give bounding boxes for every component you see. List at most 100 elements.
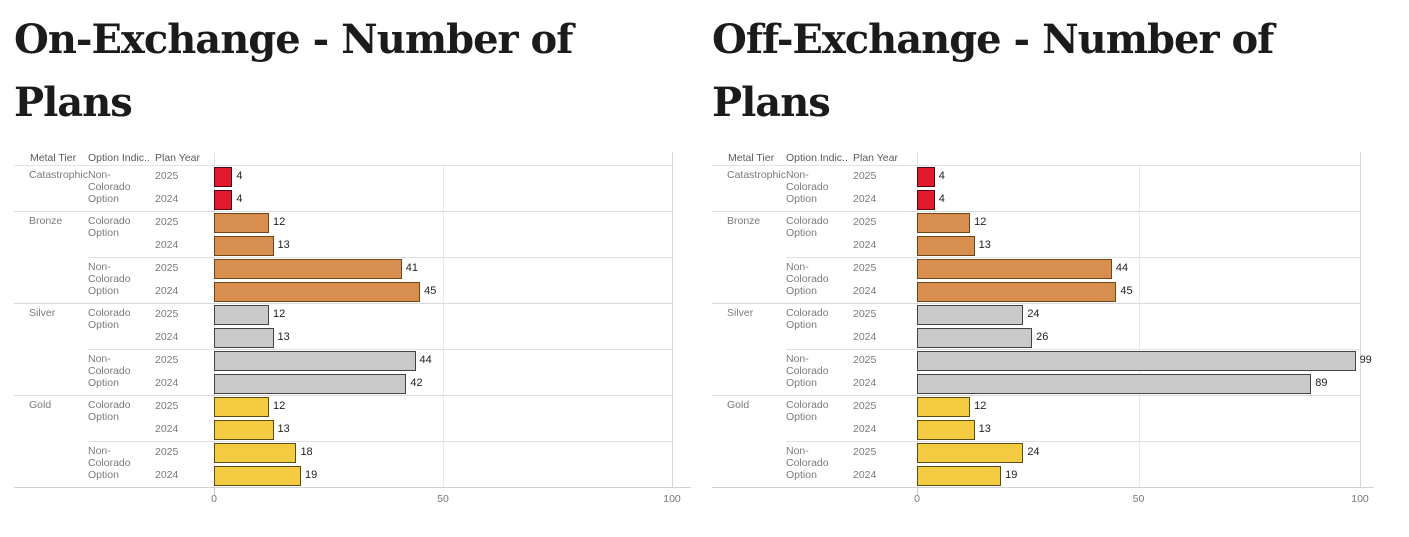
bar-value-label: 44	[419, 354, 432, 366]
bar[interactable]	[214, 213, 269, 233]
bar-value-label: 13	[277, 239, 290, 251]
bar-value-label: 19	[305, 469, 318, 481]
plan-year-label: 2024	[155, 193, 179, 205]
bar[interactable]	[214, 236, 274, 256]
plan-year-label: 2024	[155, 239, 179, 251]
x-gridline	[443, 165, 444, 487]
tier-separator	[14, 211, 672, 212]
tier-separator	[712, 395, 1360, 396]
bar[interactable]	[214, 374, 407, 394]
option-indicator-label: Colorado Option	[88, 399, 131, 423]
tier-separator	[712, 303, 1360, 304]
bar[interactable]	[214, 167, 233, 187]
bar-value-label: 12	[974, 216, 987, 228]
bar-value-label: 41	[405, 262, 419, 274]
option-indicator-label: Colorado Option	[786, 215, 829, 239]
chart-title-off-exchange: Off-Exchange - Number of Plans	[712, 16, 1274, 126]
plan-year-label: 2024	[155, 469, 179, 481]
plan-year-label: 2024	[155, 285, 179, 297]
bar[interactable]	[214, 420, 274, 440]
bar[interactable]	[214, 351, 416, 371]
bar[interactable]	[214, 305, 269, 325]
x-axis-tick-label: 0	[914, 493, 920, 505]
plan-year-label: 2025	[155, 216, 179, 228]
column-header-metal-tier: Metal Tier	[30, 152, 77, 164]
metal-tier-label: Bronze	[29, 215, 63, 227]
option-indicator-label: Non-Colorado Option	[786, 445, 829, 481]
bar[interactable]	[917, 190, 935, 210]
option-indicator-label: Non-Colorado Option	[786, 261, 829, 297]
option-indicator-label: Colorado Option	[88, 307, 131, 331]
bar-value-label: 99	[1359, 354, 1372, 366]
x-gridline	[672, 152, 673, 487]
bar[interactable]	[917, 466, 1002, 486]
column-header-plan-year: Plan Year	[853, 152, 898, 164]
bar-value-label: 19	[1005, 469, 1018, 481]
x-axis-tick-label: 100	[1351, 493, 1369, 505]
plan-year-label: 2025	[853, 262, 877, 274]
bar[interactable]	[214, 397, 269, 417]
bar-value-label: 24	[1027, 308, 1040, 320]
option-group-separator	[786, 257, 1360, 258]
tier-separator	[14, 395, 672, 396]
column-header-option-indicator: Option Indic..	[88, 152, 150, 164]
plan-year-label: 2025	[155, 400, 179, 412]
bar[interactable]	[917, 305, 1024, 325]
bar-value-label: 42	[410, 377, 423, 389]
plan-year-label: 2025	[155, 446, 179, 458]
option-indicator-label: Colorado Option	[786, 307, 829, 331]
metal-tier-label: Silver	[29, 307, 56, 319]
plan-year-label: 2025	[853, 400, 877, 412]
bar[interactable]	[917, 259, 1112, 279]
option-group-separator	[88, 257, 672, 258]
tier-separator	[14, 303, 672, 304]
column-header-plan-year: Plan Year	[155, 152, 200, 164]
plan-year-label: 2024	[853, 331, 877, 343]
bar-value-label: 4	[938, 193, 945, 205]
bar-value-label: 12	[974, 400, 987, 412]
bar[interactable]	[917, 420, 975, 440]
bar-value-label: 4	[938, 170, 945, 182]
bar-value-label: 18	[300, 446, 313, 458]
bar[interactable]	[917, 443, 1024, 463]
bar[interactable]	[917, 213, 971, 233]
bar[interactable]	[214, 259, 402, 279]
bar[interactable]	[917, 167, 935, 187]
plan-year-label: 2025	[155, 262, 179, 274]
x-gridline	[1138, 165, 1140, 487]
bar[interactable]	[214, 190, 233, 210]
plan-year-label: 2024	[853, 285, 877, 297]
x-axis-tick-label: 0	[211, 493, 217, 505]
bar-value-label: 13	[978, 423, 991, 435]
bar[interactable]	[917, 397, 971, 417]
header-separator	[14, 165, 672, 166]
metal-tier-label: Catastrophic	[727, 169, 786, 181]
metal-tier-label: Silver	[727, 307, 754, 319]
bar[interactable]	[917, 374, 1312, 394]
bar-value-label: 89	[1315, 377, 1328, 389]
plan-year-label: 2025	[853, 354, 877, 366]
bar[interactable]	[917, 236, 975, 256]
option-indicator-label: Non-Colorado Option	[88, 445, 131, 481]
bar-value-label: 45	[424, 285, 437, 297]
bar[interactable]	[214, 282, 421, 302]
plan-year-label: 2024	[853, 423, 877, 435]
bar-value-label: 12	[272, 400, 286, 412]
bar[interactable]	[214, 466, 302, 486]
x-axis-line	[14, 487, 691, 488]
plan-year-label: 2024	[155, 377, 179, 389]
option-indicator-label: Colorado Option	[786, 399, 829, 423]
column-header-option-indicator: Option Indic..	[786, 152, 848, 164]
x-axis-line	[712, 487, 1374, 488]
bar[interactable]	[917, 328, 1033, 348]
plan-year-label: 2025	[155, 354, 179, 366]
column-header-metal-tier: Metal Tier	[728, 152, 775, 164]
bar[interactable]	[917, 351, 1356, 371]
bar-value-label: 44	[1115, 262, 1129, 274]
bar[interactable]	[917, 282, 1117, 302]
bar-value-label: 12	[272, 308, 286, 320]
bar[interactable]	[214, 443, 297, 463]
on-exchange-chart: Metal Tier Option Indic.. Plan Year 0 50 1…	[14, 152, 691, 522]
metal-tier-label: Gold	[727, 399, 750, 411]
bar[interactable]	[214, 328, 274, 348]
